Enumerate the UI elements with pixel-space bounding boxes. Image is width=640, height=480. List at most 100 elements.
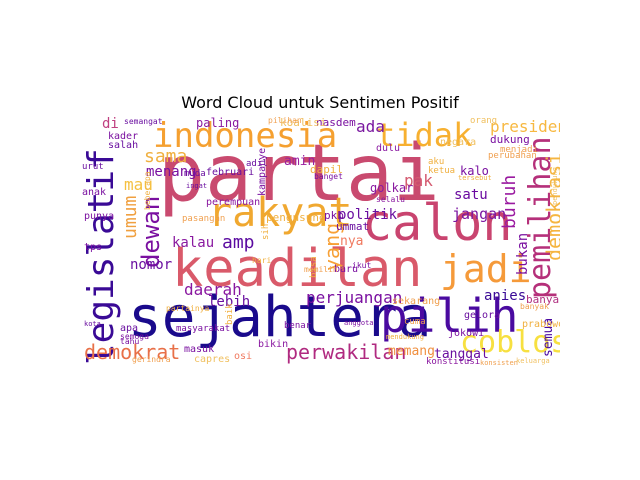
word-sejahtera: sejahtera	[128, 285, 432, 350]
word-kalau: kalau	[172, 235, 215, 251]
word-selalu: selalu	[376, 195, 405, 204]
word-perubahan: perubahan	[488, 151, 537, 161]
word-anak: anak	[82, 187, 107, 198]
word-memang: memang	[388, 344, 435, 359]
word-kota: kota	[84, 320, 101, 328]
word-satu: satu	[454, 187, 488, 203]
word-daerah: daerah	[184, 280, 242, 299]
word-mendukung: mendukung	[386, 333, 424, 341]
word-semoga: semoga	[120, 332, 149, 341]
word-perwakilan: perwakilan	[286, 340, 407, 364]
word-jadi: jadi	[440, 247, 532, 291]
word-tidak: tidak	[376, 116, 473, 154]
word-februari: februari	[206, 167, 255, 178]
word-semangat: semangat	[124, 117, 163, 126]
word-amp: amp	[222, 232, 255, 253]
word-banyak: banyak	[526, 293, 560, 306]
word-ingat: ingat	[186, 182, 208, 190]
word-bukan: bukan	[515, 232, 531, 275]
word-prabowo: prabowo	[522, 319, 560, 330]
word-dulu: dulu	[376, 143, 401, 154]
word-osi: osi	[234, 351, 253, 362]
word-pilih: pilih	[380, 289, 519, 343]
word-gerindra: gerindra	[132, 355, 171, 364]
word-partainya: partainya	[166, 304, 210, 313]
word-keadilan: keadilan	[172, 239, 423, 299]
word-golkar: golkar	[370, 181, 414, 195]
word-negara: negara	[440, 137, 477, 148]
word-anggota: anggota	[344, 319, 374, 327]
word-bikin: bikin	[258, 339, 289, 350]
word-apa: apa	[120, 323, 139, 334]
word-presiden: presiden	[490, 117, 560, 136]
word-menjadi: menjadi	[500, 145, 538, 155]
word-aku: aku	[428, 157, 445, 167]
word-demokrat: demokrat	[84, 340, 181, 364]
word-pkb: pkb	[324, 209, 344, 222]
word-cuma: cuma	[404, 317, 426, 327]
word-tps: tps	[84, 242, 103, 253]
word-amin: amin	[284, 154, 316, 169]
word-baik: baik	[225, 303, 235, 325]
word-baru: baru	[334, 264, 359, 275]
word-paling: paling	[196, 116, 240, 130]
word-ikut: ikut	[352, 261, 372, 270]
word-salah: salah	[108, 140, 139, 151]
word-anies: anies	[484, 288, 527, 304]
word-sama: sama	[144, 146, 188, 167]
word-kader: kader	[108, 131, 139, 142]
word-masyarakat: masyarakat	[176, 324, 231, 334]
word-hari: hari	[252, 256, 272, 265]
word-memilih: memilih	[304, 265, 338, 274]
word-di: di	[102, 116, 119, 132]
word-rakyat: rakyat	[208, 190, 353, 236]
word-tersebut: tersebut	[458, 174, 492, 182]
word-menang: menang	[146, 164, 197, 180]
word-kalo: kalo	[460, 164, 489, 178]
word-jokowi: jokowi	[448, 328, 485, 339]
word-dukung: dukung	[490, 133, 530, 146]
word-politik: politik	[338, 207, 398, 223]
word-banget: banget	[314, 172, 343, 181]
word-masuk: masuk	[184, 344, 215, 355]
word-indonesia: indonesia	[153, 116, 338, 156]
word-lebih: lebih	[208, 294, 251, 310]
word-nya: nya	[340, 234, 364, 249]
word-jangan: jangan	[452, 205, 507, 223]
word-coblos: coblos	[460, 325, 560, 360]
word-gelora: gelora	[464, 310, 501, 321]
word-kampanye: kampanye	[257, 147, 268, 196]
word-nomor: nomor	[130, 257, 173, 273]
word-beberapa: beberapa	[143, 171, 152, 210]
word-bisa: bisa	[309, 256, 319, 278]
word-urut: urut	[82, 162, 104, 172]
word-nasdem: nasdem	[316, 116, 356, 129]
word-pilihan: pilihan	[268, 116, 302, 125]
word-mau: mau	[124, 175, 153, 194]
word-pengusung: pengusung	[266, 211, 326, 224]
word-dapil: dapil	[310, 163, 344, 176]
word-perempuan: perempuan	[206, 197, 261, 208]
word-ummat: ummat	[336, 220, 370, 233]
word-tanggal: tanggal	[434, 347, 489, 362]
word-tahu: tahu	[120, 337, 140, 346]
word-ketua: ketua	[428, 166, 456, 176]
word-perjuangan: perjuangan	[306, 288, 403, 307]
word-keluarga: keluarga	[516, 357, 550, 365]
word-banyak: banyak	[520, 302, 549, 311]
word-benar: benar	[284, 321, 312, 331]
word-cloud: partai sejahtera keadilan calon rakyat pilih i…	[80, 115, 560, 365]
word-pendukung: pendukung	[551, 167, 559, 205]
word-calon: calon	[362, 194, 513, 252]
word-adil: adil	[246, 159, 268, 169]
chart-title: Word Cloud untuk Sentimen Positif	[181, 93, 459, 112]
word-sih: sih	[261, 223, 271, 240]
word-koalisi: koalisi	[280, 116, 327, 129]
word-orang: orang	[470, 116, 498, 126]
word-sekarang: sekarang	[392, 296, 441, 307]
word-ada: ada	[356, 117, 385, 136]
word-partai: partai	[158, 129, 440, 219]
word-muda: muda	[184, 169, 206, 179]
word-capres: capres	[194, 354, 231, 365]
